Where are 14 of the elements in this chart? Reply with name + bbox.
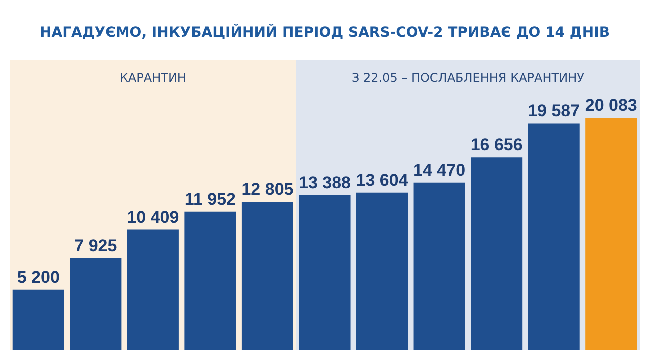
data-label: 19 587	[528, 102, 580, 121]
text: КАРАНТИН	[120, 71, 186, 85]
data-label: 12 805	[242, 180, 294, 200]
data-label: 13 388	[299, 173, 351, 192]
text: З 22.05 – ПОСЛАБЛЕННЯ КАРАНТИНУ	[352, 71, 586, 85]
data-label: 20 083	[585, 96, 638, 115]
data-label: 14 470	[414, 160, 466, 180]
chart-title: НАГАДУЄМО, ІНКУБАЦІЙНИЙ ПЕРІОД SARS-COV-2 ТРИВАЄ ДО 14 ДНІВ	[40, 24, 610, 41]
data-label: 7 925	[74, 236, 118, 256]
data-label: 13 604	[356, 170, 409, 190]
data-label: 16 656	[470, 136, 523, 155]
data-label: 10 409	[127, 208, 180, 227]
data-label: 11 952	[184, 190, 236, 209]
data-label: 5 200	[17, 268, 60, 287]
